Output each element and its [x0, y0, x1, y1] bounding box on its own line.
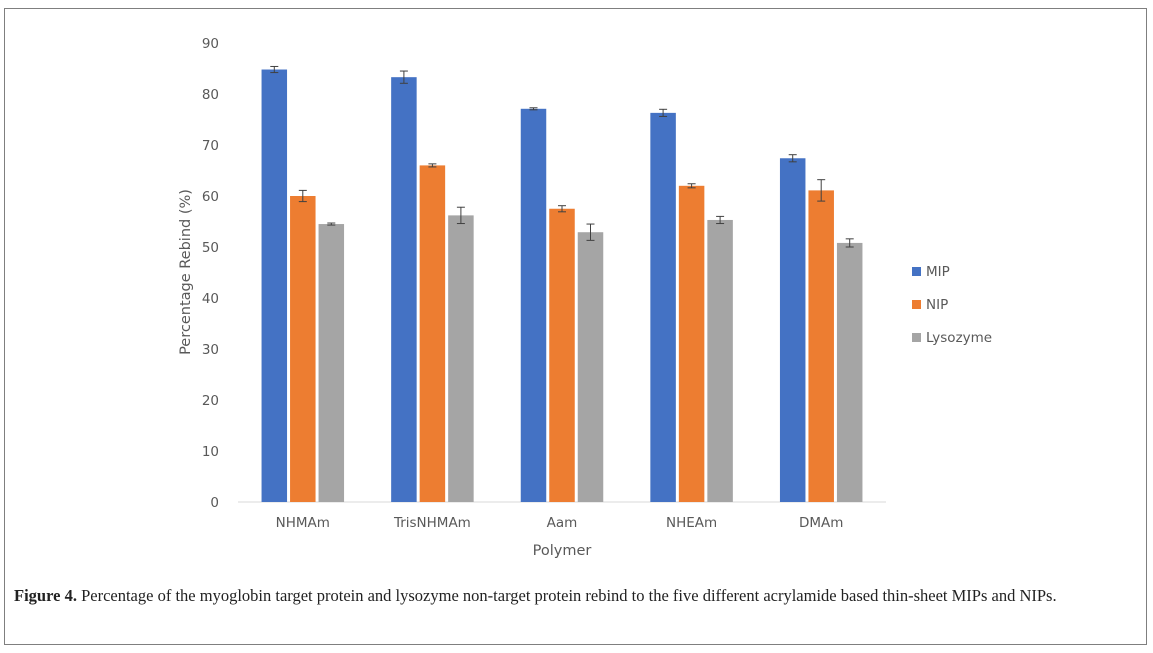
- bar-lysozyme-aam: [577, 232, 604, 502]
- figure-caption: Figure 4. Percentage of the myoglobin ta…: [14, 585, 1134, 607]
- error-bar: [817, 179, 826, 202]
- error-bar: [529, 107, 538, 111]
- x-tick-label: NHMAm: [276, 515, 330, 531]
- y-tick-label: 40: [202, 291, 219, 307]
- legend-swatch-lysozyme: [912, 333, 921, 342]
- x-tick-label: DMAm: [799, 515, 843, 531]
- bar-nip-nhmam: [290, 196, 316, 502]
- bar-nip-aam: [549, 208, 575, 502]
- caption-text: Percentage of the myoglobin target prote…: [81, 586, 1057, 605]
- y-tick-label: 50: [202, 240, 219, 256]
- y-tick-label: 80: [202, 87, 219, 103]
- legend-label: MIP: [926, 264, 950, 280]
- y-tick-label: 10: [202, 444, 219, 460]
- bar-mip-dmam: [779, 158, 806, 502]
- bar-lysozyme-nheam: [707, 219, 733, 502]
- y-tick-label: 60: [202, 189, 219, 205]
- error-bar: [456, 206, 465, 225]
- figure-frame: [4, 8, 1147, 645]
- bar-chart: Percentage Rebind (%) Polymer 0 10 20 30 40 5…: [178, 36, 992, 559]
- bar-mip-aam: [520, 108, 547, 502]
- legend-label: NIP: [926, 297, 948, 313]
- caption-label: Figure 4.: [14, 586, 77, 605]
- y-tick-label: 90: [202, 36, 219, 52]
- legend-swatch-mip: [912, 267, 921, 276]
- error-bar: [270, 65, 279, 74]
- error-bar: [586, 223, 595, 241]
- bar-mip-nheam: [650, 112, 676, 503]
- error-bar: [687, 183, 696, 189]
- bar-nip-nheam: [678, 185, 705, 503]
- x-axis-title: Polymer: [533, 543, 592, 559]
- legend-label: Lysozyme: [926, 330, 992, 346]
- error-bar: [716, 215, 725, 225]
- bar-nip-trisnhmam: [419, 165, 446, 502]
- bar-lysozyme-trisnhmam: [448, 215, 474, 502]
- x-tick-label: NHEAm: [666, 515, 717, 531]
- error-bar: [788, 154, 797, 163]
- y-axis-title: Percentage Rebind (%): [178, 189, 194, 355]
- y-tick-label: 20: [202, 393, 219, 409]
- legend-swatch-nip: [912, 300, 921, 309]
- x-tick-label: Aam: [547, 515, 578, 531]
- error-bar: [399, 70, 408, 84]
- error-bar: [845, 238, 854, 248]
- error-bar: [558, 205, 566, 213]
- bar-nip-dmam: [808, 190, 834, 502]
- bar-lysozyme-dmam: [836, 242, 863, 503]
- x-tick-label: TrisNHMAm: [393, 515, 471, 531]
- bar-mip-trisnhmam: [391, 77, 417, 503]
- bar-lysozyme-nhmam: [318, 224, 345, 503]
- y-tick-label: 30: [202, 342, 219, 358]
- error-bar: [298, 189, 307, 203]
- error-bar: [428, 163, 437, 168]
- y-tick-label: 0: [210, 495, 219, 511]
- bar-mip-nhmam: [261, 69, 288, 503]
- y-tick-label: 70: [202, 138, 219, 154]
- error-bar: [659, 108, 668, 117]
- error-bar: [327, 222, 336, 226]
